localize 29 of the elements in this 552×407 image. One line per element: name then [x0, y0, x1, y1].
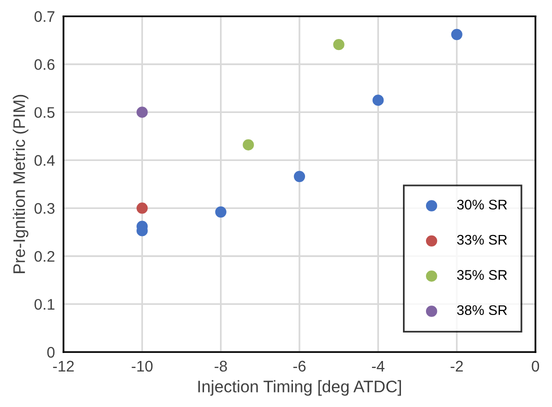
x-tick-label: -8	[214, 360, 227, 372]
legend-label: 35% SR	[457, 270, 507, 280]
x-tick-label: -6	[293, 360, 306, 372]
x-tick-label: -4	[372, 360, 384, 372]
point	[215, 206, 226, 218]
point	[242, 139, 254, 150]
point	[294, 170, 306, 182]
point	[136, 106, 148, 118]
legend-label: 30% SR	[457, 200, 507, 210]
x-axis-title: Injection Timing [deg ATDC]	[198, 380, 401, 396]
x-tick-label: 0	[532, 360, 540, 372]
y-tick-label: 0.3	[34, 203, 54, 214]
y-tick-label: 0.6	[34, 59, 54, 70]
point	[372, 94, 384, 106]
y-tick-label: 0	[47, 346, 55, 358]
point	[333, 38, 344, 50]
x-tick-label: -12	[53, 360, 74, 372]
y-tick-label: 0.1	[34, 298, 54, 310]
y-tick-label: 0.5	[34, 107, 55, 118]
legend-label: 38% SR	[457, 305, 507, 316]
y-axis-title: Pre-Ignition Metric (PIM)	[12, 94, 28, 274]
y-tick-label: 0.7	[34, 11, 54, 22]
legend-label: 33% SR	[457, 234, 507, 245]
point	[136, 202, 148, 214]
point	[451, 28, 462, 40]
x-tick-label: -2	[450, 360, 463, 372]
y-tick-label: 0.4	[34, 155, 55, 166]
y-tick-label: 0.2	[34, 250, 54, 262]
x-tick-label: -10	[132, 360, 153, 372]
